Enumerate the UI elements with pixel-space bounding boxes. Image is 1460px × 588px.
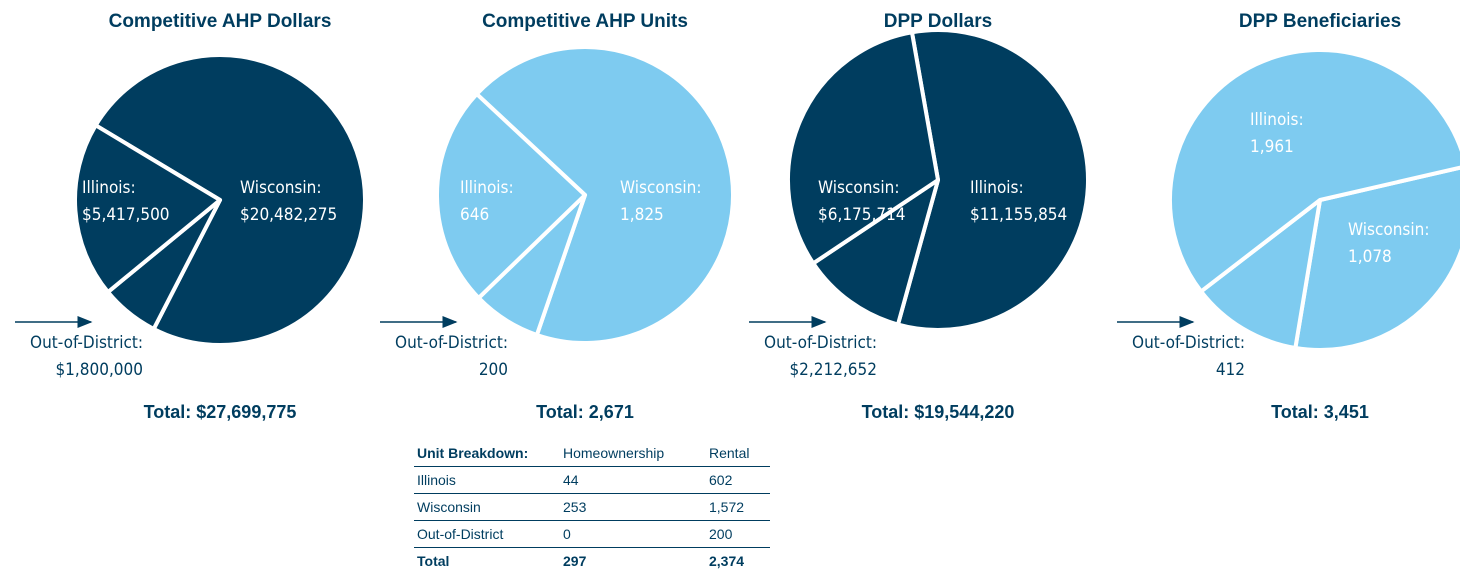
chart-title: Competitive AHP Dollars xyxy=(109,11,332,32)
slice-label: Illinois: xyxy=(82,178,136,198)
chart-total: Total: 2,671 xyxy=(536,402,634,422)
slice-value-label: 200 xyxy=(479,360,508,380)
table-cell: 297 xyxy=(563,553,587,569)
slice-label: Wisconsin: xyxy=(240,178,322,198)
chart-total: Total: $19,544,220 xyxy=(862,402,1015,422)
slice-value-label: $20,482,275 xyxy=(240,205,337,225)
slice-label: Illinois: xyxy=(970,178,1024,198)
slice-value-label: $11,155,854 xyxy=(970,205,1067,225)
pie-slice xyxy=(1293,165,1460,352)
table-row: Total 297 2,374 xyxy=(414,548,770,575)
slice-label: Out-of-District: xyxy=(1132,333,1245,353)
chart-total: Total: $27,699,775 xyxy=(144,402,297,422)
slice-label: Illinois: xyxy=(1250,110,1304,130)
table-row: Illinois 44 602 xyxy=(414,466,770,494)
pie-slice xyxy=(474,45,735,345)
slice-value-label: $1,800,000 xyxy=(55,360,143,380)
table-cell: Illinois xyxy=(414,466,560,494)
slice-value-label: $5,417,500 xyxy=(82,205,170,225)
pie-slice xyxy=(1199,198,1322,350)
table-cell: 2,374 xyxy=(709,553,745,569)
table-cell: 0 xyxy=(560,520,706,548)
unit-breakdown-table: Unit Breakdown: Homeownership Rental Illino… xyxy=(414,440,770,574)
table-cell: Rental xyxy=(706,440,770,467)
table-cell: 253 xyxy=(560,493,706,521)
pie-slice xyxy=(811,178,940,327)
chart-title: Competitive AHP Units xyxy=(482,11,688,32)
table-cell: Out-of-District xyxy=(414,520,560,548)
slice-value-label: 1,825 xyxy=(620,205,664,225)
slice-label: Wisconsin: xyxy=(620,178,702,198)
chart-title: DPP Dollars xyxy=(884,11,992,32)
table-cell: Homeownership xyxy=(560,440,706,467)
chart-total: Total: 3,451 xyxy=(1271,402,1369,422)
slice-label: Wisconsin: xyxy=(818,178,900,198)
slice-label: Out-of-District: xyxy=(395,333,508,353)
table-cell: 200 xyxy=(706,520,770,548)
slice-label: Illinois: xyxy=(460,178,514,198)
table-row: Wisconsin 253 1,572 xyxy=(414,493,770,521)
slice-value-label: 646 xyxy=(460,205,489,225)
table-cell: 602 xyxy=(706,466,770,494)
slice-value-label: 412 xyxy=(1216,360,1245,380)
slice-label: Wisconsin: xyxy=(1348,220,1430,240)
table-cell: 1,572 xyxy=(706,493,770,521)
slice-label: Out-of-District: xyxy=(30,333,143,353)
pie-slice xyxy=(435,92,587,300)
table-cell: Unit Breakdown: xyxy=(414,440,560,467)
table-row: Unit Breakdown: Homeownership Rental xyxy=(414,440,770,467)
table-cell: 44 xyxy=(560,466,706,494)
pie-slice xyxy=(895,28,1090,332)
pie-slice xyxy=(786,30,940,266)
slice-value-label: 1,961 xyxy=(1250,137,1294,157)
slice-value-label: $6,175,714 xyxy=(818,205,906,225)
table-cell: Wisconsin xyxy=(414,493,560,521)
slice-label: Out-of-District: xyxy=(764,333,877,353)
table-cell: Total xyxy=(417,553,450,569)
pie-slice xyxy=(73,123,222,295)
pie-slice xyxy=(93,53,367,347)
slice-value-label: $2,212,652 xyxy=(789,360,877,380)
slice-value-label: 1,078 xyxy=(1348,247,1392,267)
chart-title: DPP Beneficiaries xyxy=(1239,11,1401,32)
pie-slice xyxy=(1168,48,1460,294)
table-row: Out-of-District 0 200 xyxy=(414,520,770,548)
